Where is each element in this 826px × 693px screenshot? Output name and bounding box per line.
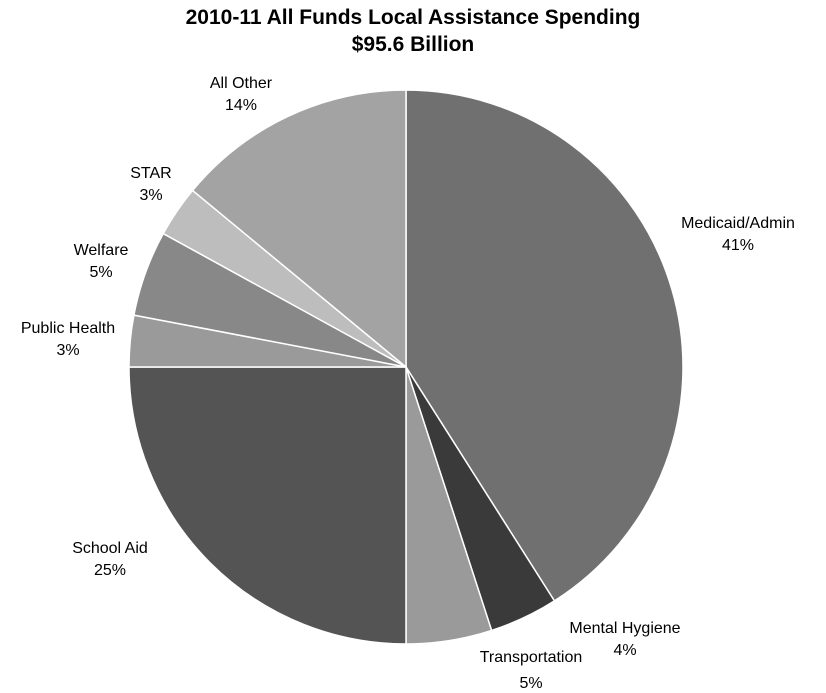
slice-value-label: 25% [94,562,126,579]
chart-title: 2010-11 All Funds Local Assistance Spend… [185,6,641,29]
slice-label: Welfare [74,242,129,259]
chart-subtitle: $95.6 Billion [351,33,475,56]
slice-value-label: 4% [613,642,636,659]
pie-labels: Medicaid/Admin 41% Mental Hygiene 4% Transpo… [21,75,795,692]
slice-label: STAR [130,165,171,182]
pie-slice-all-other [191,89,407,369]
pie-slices [128,89,684,645]
slice-label: Medicaid/Admin [681,215,795,232]
slice-label: Transportation [480,649,583,666]
slice-value-label: 41% [722,237,754,254]
slice-label: All Other [210,75,273,92]
pie-slice-school-aid [128,366,407,645]
slice-value-label: 3% [56,342,79,359]
slice-label: Public Health [21,320,115,337]
slice-label: Mental Hygiene [569,620,680,637]
slice-label: School Aid [72,540,148,557]
slice-value-label: 5% [89,264,112,281]
slice-value-label: 3% [139,187,162,204]
slice-value-label: 5% [519,675,542,692]
pie-slice-medicaid-admin [405,89,684,602]
slice-value-label: 14% [225,97,257,114]
